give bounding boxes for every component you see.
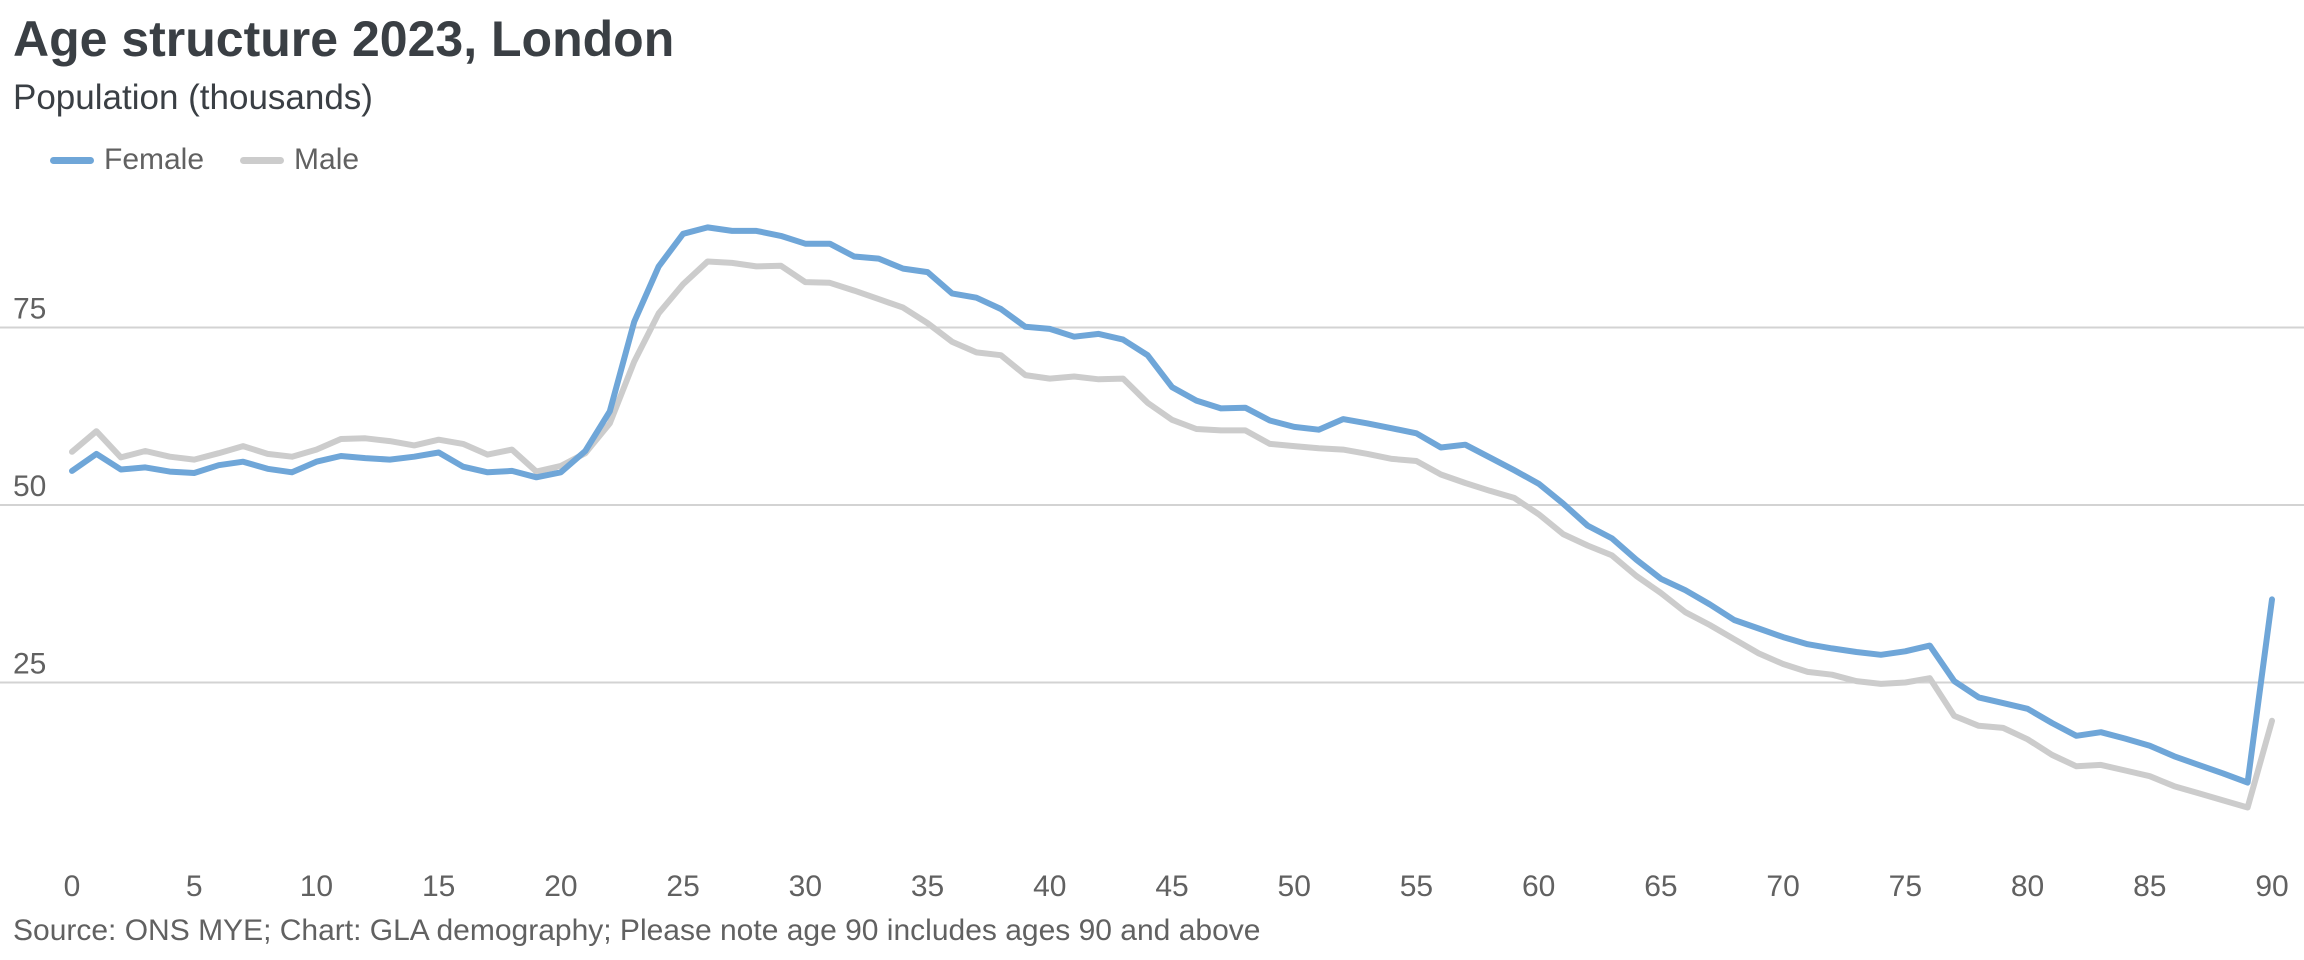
legend-item-female[interactable]: Female (50, 143, 204, 177)
x-tick-label-65: 65 (1644, 870, 1677, 903)
y-axis-tick-labels: 25 50 75 (13, 293, 46, 681)
x-axis-tick-labels: 0 5 10 15 20 25 30 35 40 45 50 55 60 65 70 75 80 85 90 (64, 870, 2289, 903)
legend-label-female: Female (104, 143, 205, 176)
x-tick-label-0: 0 (64, 870, 81, 903)
legend-label-male: Male (294, 143, 360, 176)
x-tick-label-50: 50 (1278, 870, 1311, 903)
series-line-female[interactable] (69, 224, 2275, 786)
x-tick-label-35: 35 (911, 870, 944, 903)
x-tick-label-25: 25 (666, 870, 699, 903)
legend-swatch-female (50, 156, 94, 164)
x-tick-label-85: 85 (2133, 870, 2166, 903)
x-tick-label-75: 75 (1889, 870, 1922, 903)
source-note: Source: ONS MYE; Chart: GLA demography; … (13, 914, 1261, 947)
x-tick-label-15: 15 (422, 870, 455, 903)
x-tick-label-30: 30 (789, 870, 822, 903)
series-lines (69, 224, 2275, 811)
x-tick-label-60: 60 (1522, 870, 1555, 903)
y-tick-label-75: 75 (13, 293, 46, 326)
y-tick-label-50: 50 (13, 470, 46, 503)
series-line-male[interactable] (69, 258, 2275, 811)
legend: Female Male (50, 143, 359, 177)
legend-swatch-male (240, 156, 285, 164)
x-tick-label-10: 10 (300, 870, 333, 903)
x-tick-label-80: 80 (2011, 870, 2044, 903)
chart-title: Age structure 2023, London (13, 11, 675, 67)
x-tick-label-40: 40 (1033, 870, 1066, 903)
x-tick-label-90: 90 (2255, 870, 2288, 903)
x-tick-label-45: 45 (1155, 870, 1188, 903)
x-tick-label-55: 55 (1400, 870, 1433, 903)
gridlines (0, 326, 2304, 684)
y-tick-label-25: 25 (13, 648, 46, 681)
x-tick-label-20: 20 (544, 870, 577, 903)
chart-subtitle: Population (thousands) (13, 78, 373, 117)
x-tick-label-70: 70 (1766, 870, 1799, 903)
x-tick-label-5: 5 (186, 870, 203, 903)
legend-item-male[interactable]: Male (240, 143, 359, 177)
